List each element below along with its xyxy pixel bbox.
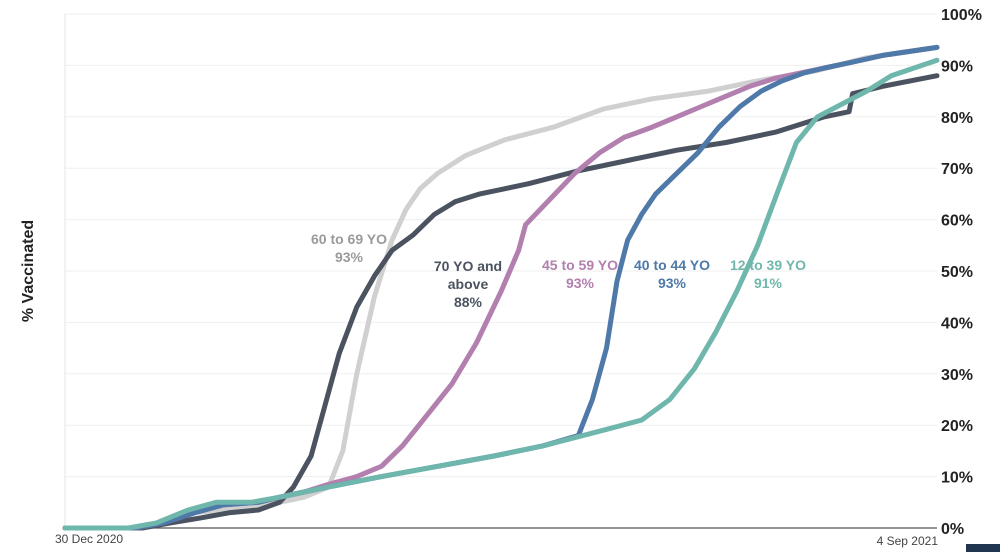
y-tick-label: 50% bbox=[941, 264, 973, 281]
y-tick-label: 40% bbox=[941, 315, 973, 332]
y-tick-label: 90% bbox=[941, 58, 973, 75]
series-line-age_12_39 bbox=[62, 57, 940, 531]
y-tick-labels: 0% 10% 20% 30% 40% 50% 60% 70% 80% 90% 100% bbox=[941, 7, 982, 538]
y-tick-label: 30% bbox=[941, 367, 973, 384]
y-tick-label: 100% bbox=[941, 7, 982, 24]
x-tick-start: 30 Dec 2020 bbox=[55, 532, 123, 546]
series-lines bbox=[62, 44, 940, 531]
series-label-age_45_59: 45 to 59 YO 93% bbox=[542, 257, 618, 291]
y-axis-title: % Vaccinated bbox=[20, 220, 37, 322]
y-tick-label: 60% bbox=[941, 213, 973, 230]
y-tick-label: 80% bbox=[941, 110, 973, 127]
y-tick-label: 20% bbox=[941, 418, 973, 435]
x-tick-end: 4 Sep 2021 bbox=[877, 534, 939, 548]
gridlines bbox=[65, 13, 937, 478]
series-label-age_60_69: 60 to 69 YO 93% bbox=[311, 231, 387, 265]
series-label-age_40_44: 40 to 44 YO 93% bbox=[634, 257, 710, 291]
series-label-age_12_39: 12 to 39 YO 91% bbox=[730, 257, 806, 291]
series-labels: 60 to 69 YO 93% 70 YO and above 88% 45 to 59 … bbox=[311, 231, 806, 310]
y-tick-label: 10% bbox=[941, 470, 973, 487]
y-tick-label: 70% bbox=[941, 161, 973, 178]
series-label-age_70_plus: 70 YO and above 88% bbox=[434, 258, 502, 310]
corner-badge bbox=[966, 544, 1000, 552]
series-line-age_60_69 bbox=[62, 44, 940, 531]
series-line-age_70_plus bbox=[62, 73, 940, 531]
y-tick-label: 0% bbox=[941, 521, 964, 538]
